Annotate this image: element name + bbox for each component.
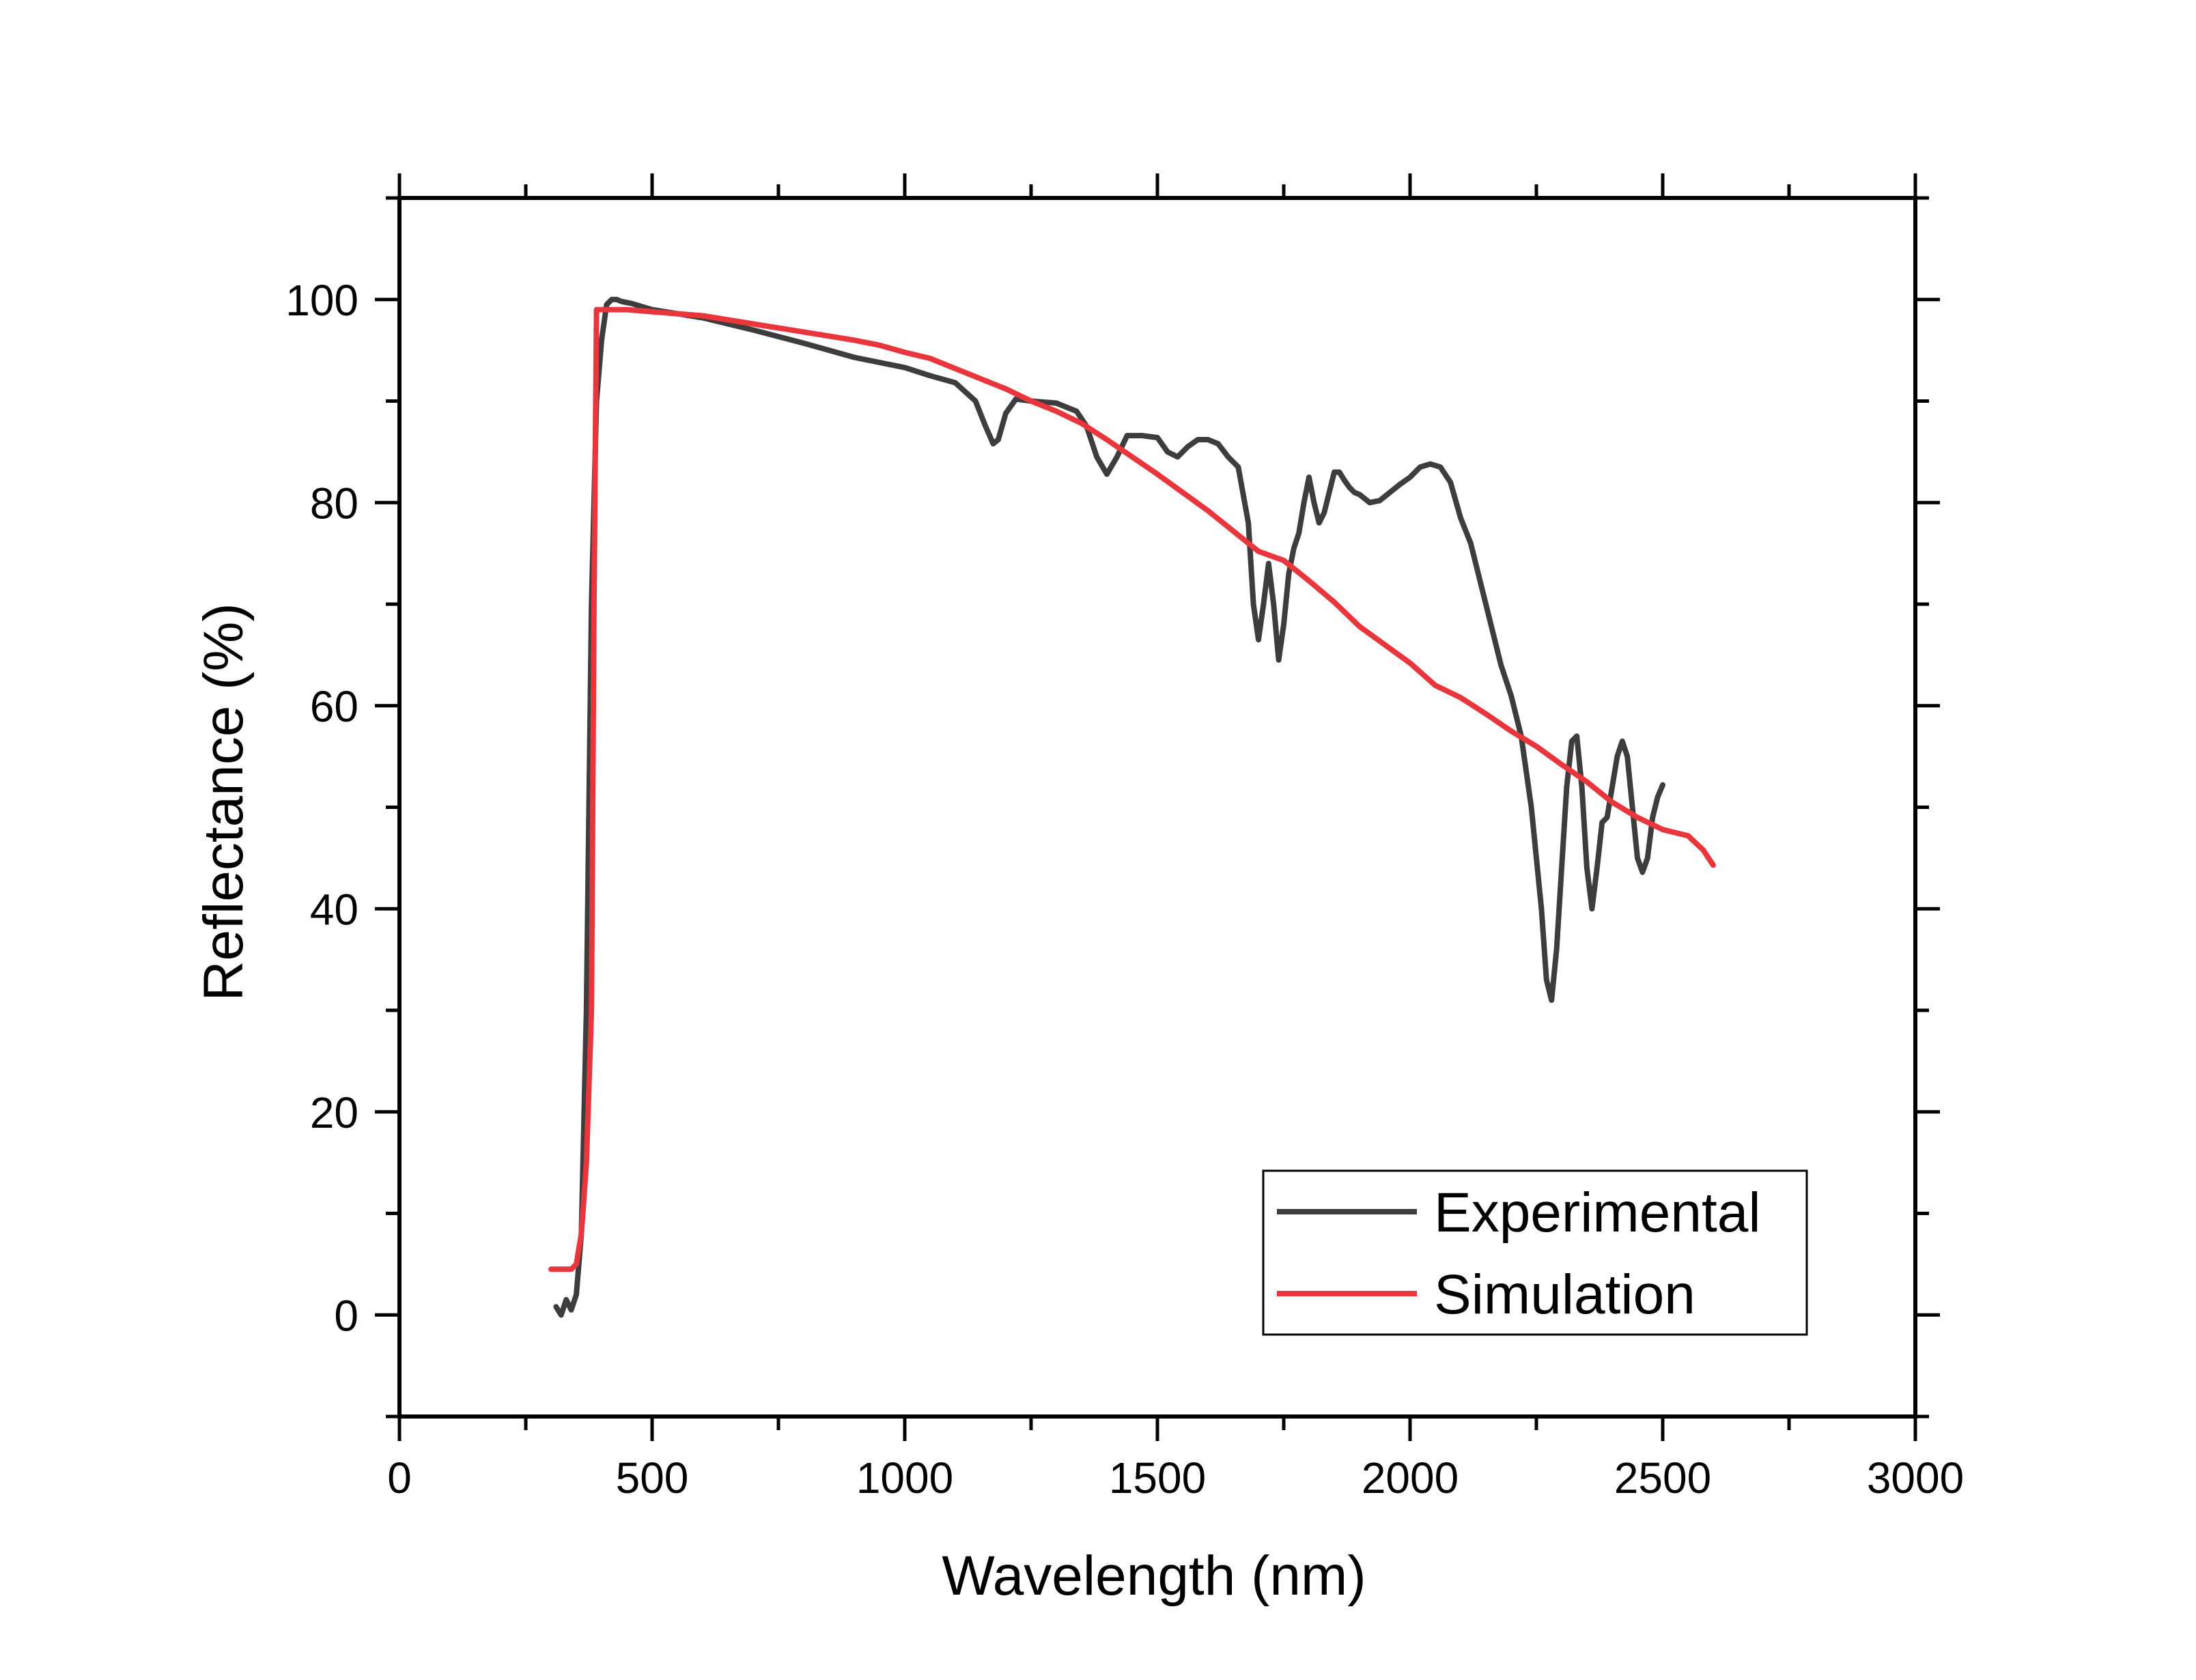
y-tick-label: 80 <box>310 479 358 528</box>
x-tick-label: 0 <box>387 1453 412 1503</box>
axis-ticks <box>375 173 1940 1441</box>
x-tick-label: 1500 <box>1109 1453 1206 1503</box>
x-tick-label: 3000 <box>1867 1453 1964 1503</box>
y-tick-label: 20 <box>310 1088 358 1137</box>
x-tick-label: 1000 <box>856 1453 953 1503</box>
legend-label-experimental: Experimental <box>1434 1182 1761 1244</box>
y-tick-label: 60 <box>310 682 358 731</box>
data-series <box>548 296 1716 1318</box>
y-tick-label: 100 <box>285 276 358 325</box>
x-tick-label: 2500 <box>1614 1453 1711 1503</box>
x-tick-label: 500 <box>616 1453 689 1503</box>
plot-frame <box>397 196 1917 1419</box>
series-line-simulation <box>548 307 1716 1272</box>
legend: Experimental Simulation <box>1262 1169 1808 1336</box>
x-tick-label: 2000 <box>1362 1453 1459 1503</box>
x-axis-title: Wavelength (nm) <box>942 1545 1366 1607</box>
axis-tick-labels: 0 500 1000 1500 2000 2500 3000 0 20 40 60 80 100 <box>285 276 1964 1503</box>
legend-box <box>1262 1169 1808 1336</box>
series-line-experimental <box>553 296 1665 1318</box>
y-axis-title: Reflectance (%) <box>193 603 255 1001</box>
y-tick-label: 0 <box>334 1291 358 1340</box>
legend-label-simulation: Simulation <box>1434 1264 1695 1326</box>
y-tick-label: 40 <box>310 885 358 934</box>
